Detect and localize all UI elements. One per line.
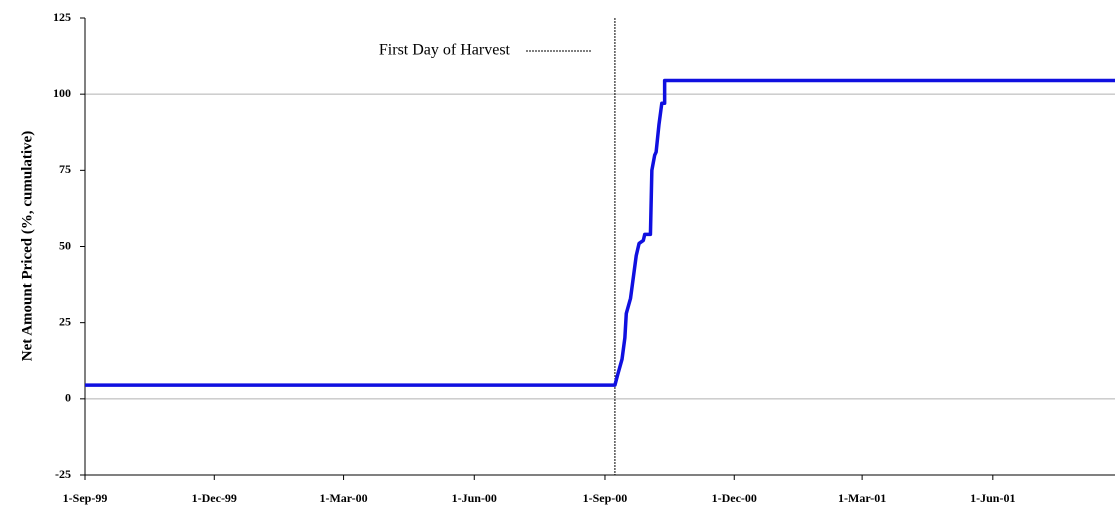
y-tick-label: 100	[53, 86, 71, 100]
y-axis-title: Net Amount Priced (%, cumulative)	[19, 131, 35, 361]
x-tick-label: 1-Mar-00	[319, 491, 367, 505]
x-tick-label: 1-Sep-00	[583, 491, 628, 505]
y-tick-label: 50	[59, 238, 71, 252]
y-tick-label: 25	[59, 314, 71, 328]
x-tick-label: 1-Jun-01	[970, 491, 1015, 505]
x-tick-label: 1-Jun-00	[452, 491, 497, 505]
x-tick-label: 1-Dec-00	[712, 491, 757, 505]
x-tick-label: 1-Sep-99	[63, 491, 108, 505]
y-tick-label: 0	[65, 391, 71, 405]
x-tick-label: 1-Mar-01	[838, 491, 886, 505]
legend-label: First Day of Harvest	[379, 42, 511, 59]
y-tick-label: 125	[53, 10, 71, 24]
series-line	[85, 78, 1115, 387]
y-tick-label: 75	[59, 162, 71, 176]
x-tick-label: 1-Dec-99	[192, 491, 237, 505]
y-tick-label: -25	[55, 467, 71, 481]
